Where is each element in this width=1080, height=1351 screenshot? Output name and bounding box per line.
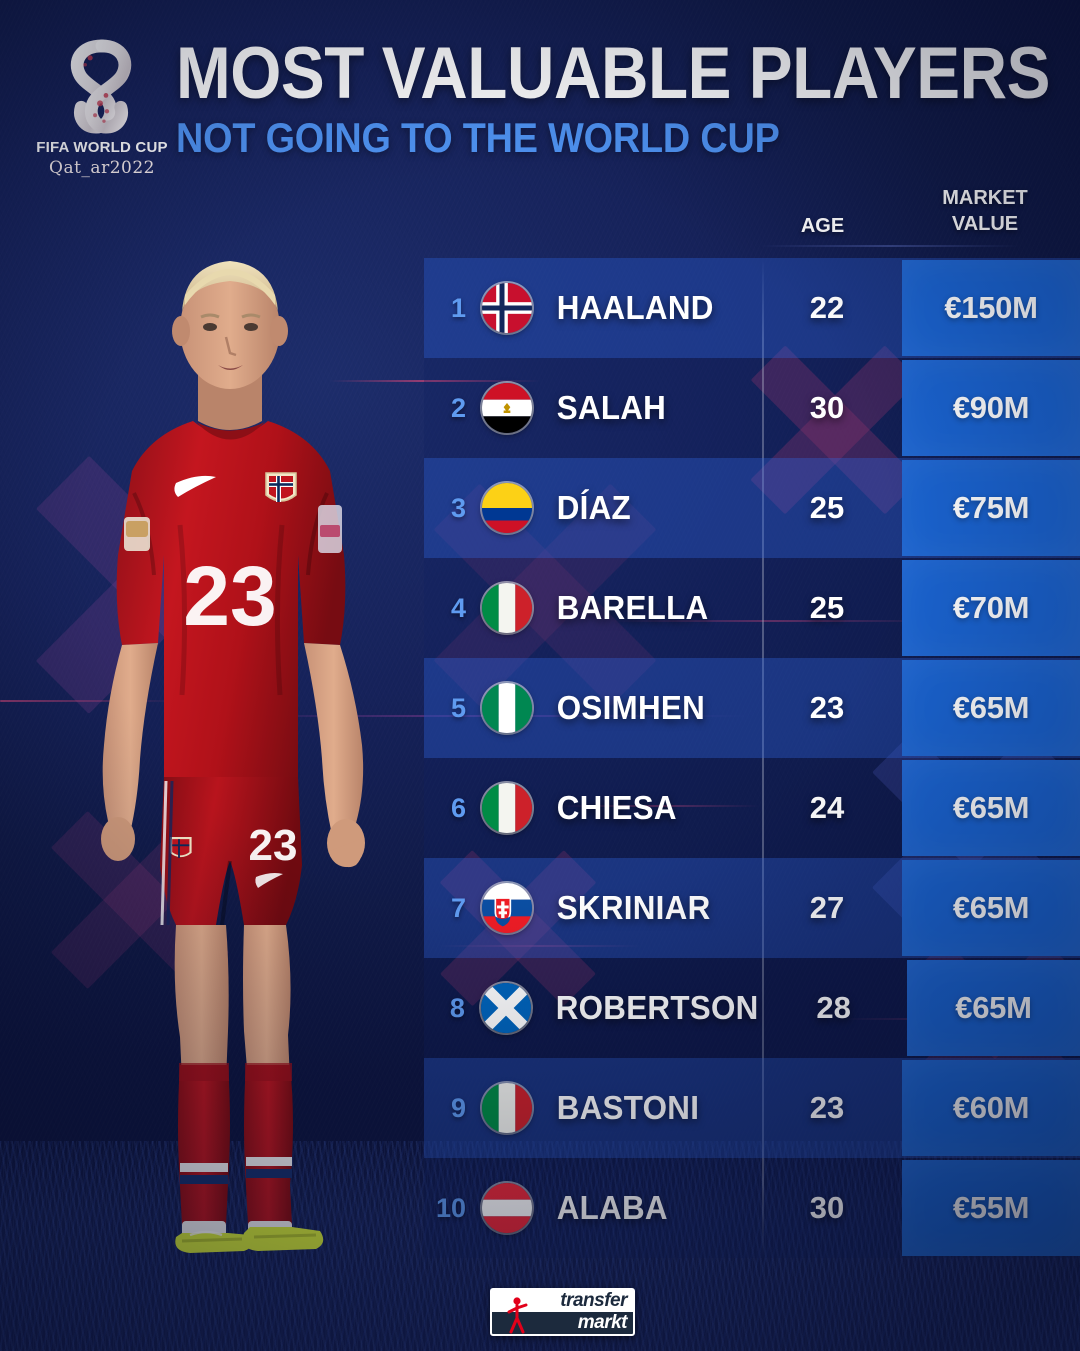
rank-number: 10 [435, 1192, 466, 1223]
market-value: €65M [902, 660, 1080, 756]
player-name: DÍAZ [556, 489, 631, 526]
table-row[interactable]: 9 BASTONI 23 €60M [424, 1058, 1080, 1158]
market-value: €75M [902, 460, 1080, 556]
wc-logo-line1: FIFA WORLD CUP [36, 139, 168, 156]
transfermarkt-logo-bottom: markt [492, 1312, 633, 1334]
market-value: €90M [902, 360, 1080, 456]
norway-flag-icon [482, 283, 532, 333]
transfermarkt-brand-bottom: markt [577, 1312, 628, 1333]
table-row[interactable]: 7 SKRINIAR 27 €65M [424, 858, 1080, 958]
player-age: 25 [809, 590, 845, 625]
player-name: SALAH [556, 389, 667, 426]
rank-number: 3 [450, 492, 466, 523]
player-age: 23 [809, 690, 845, 725]
player-name: OSIMHEN [556, 689, 706, 726]
table-row[interactable]: 8 ROBERTSON 28 €65M [424, 958, 1080, 1058]
player-name: CHIESA [556, 789, 677, 826]
player-age: 22 [809, 290, 845, 325]
market-value: €150M [902, 260, 1080, 356]
market-value: €65M [902, 860, 1080, 956]
rank-number: 1 [450, 292, 466, 323]
transfermarkt-logo-top: transfer [492, 1290, 633, 1312]
player-age: 24 [809, 790, 845, 825]
fifa-world-cup-logo: FIFA WORLD CUP Qat_ar2022 [36, 38, 168, 178]
table-row[interactable]: 2 SALAH 30 €90M [424, 358, 1080, 458]
header-titles: MOST VALUABLE PLAYERS NOT GOING TO THE W… [176, 33, 1080, 161]
svg-text:23: 23 [183, 549, 276, 643]
column-header-market-value: MARKET VALUE [895, 186, 1075, 237]
player-image: 23 23 [30, 225, 430, 1255]
table-row[interactable]: 1 HAALAND 22 €150M [424, 258, 1080, 358]
transfermarkt-brand-top: transfer [560, 1290, 627, 1311]
slovakia-flag-icon [482, 883, 532, 933]
players-table: 1 HAALAND 22 €150M 2 SALAH 30 €90M [424, 258, 1080, 1258]
rank-number: 8 [449, 992, 465, 1023]
italy-flag-icon [482, 783, 532, 833]
player-age: 30 [809, 390, 845, 425]
column-header-market-value-line2: VALUE [951, 212, 1019, 235]
page-title: MOST VALUABLE PLAYERS [176, 33, 1050, 114]
transfermarkt-logo[interactable]: transfer markt [490, 1288, 635, 1336]
market-value: €55M [902, 1160, 1080, 1256]
market-value: €60M [902, 1060, 1080, 1156]
player-name: BASTONI [556, 1089, 700, 1126]
player-name: ROBERTSON [555, 989, 759, 1026]
italy-flag-icon [482, 583, 532, 633]
player-name: ALABA [556, 1189, 668, 1226]
player-name: HAALAND [556, 289, 714, 326]
table-row[interactable]: 10 ALABA 30 €55M [424, 1158, 1080, 1258]
haaland-cutout-illustration: 23 23 [101, 261, 365, 1253]
qatar-2022-loop-icon [70, 39, 132, 134]
colombia-flag-icon [482, 483, 532, 533]
transfermarkt-player-figure-icon [507, 1297, 528, 1334]
market-value: €70M [902, 560, 1080, 656]
table-row[interactable]: 6 CHIESA 24 €65M [424, 758, 1080, 858]
scotland-flag-icon [480, 983, 531, 1033]
player-age: 27 [809, 890, 845, 925]
rank-number: 9 [450, 1092, 466, 1123]
austria-flag-icon [482, 1183, 532, 1233]
column-header-market-value-line1: MARKET [942, 187, 1028, 209]
rank-number: 5 [450, 692, 466, 723]
player-age: 23 [809, 1090, 845, 1125]
table-row[interactable]: 4 BARELLA 25 €70M [424, 558, 1080, 658]
svg-text:23: 23 [249, 821, 298, 870]
player-name: SKRINIAR [556, 889, 711, 926]
table-row[interactable]: 5 OSIMHEN 23 €65M [424, 658, 1080, 758]
market-value: €65M [902, 760, 1080, 856]
player-age: 30 [809, 1190, 845, 1225]
column-header-age: AGE [800, 215, 845, 237]
rank-number: 4 [450, 592, 466, 623]
rank-number: 6 [450, 792, 466, 823]
player-age: 25 [809, 490, 845, 525]
rank-number: 7 [450, 892, 466, 923]
wc-logo-line2: Qat_ar2022 [49, 158, 155, 178]
player-age: 28 [816, 990, 851, 1025]
italy-flag-icon [482, 1083, 532, 1133]
decorative-streak [760, 245, 1020, 247]
rank-number: 2 [450, 392, 466, 423]
player-name: BARELLA [556, 589, 709, 626]
page-subtitle: NOT GOING TO THE WORLD CUP [176, 113, 780, 161]
market-value: €65M [906, 960, 1080, 1056]
nigeria-flag-icon [482, 683, 532, 733]
egypt-flag-icon [482, 383, 532, 433]
table-row[interactable]: 3 DÍAZ 25 €75M [424, 458, 1080, 558]
